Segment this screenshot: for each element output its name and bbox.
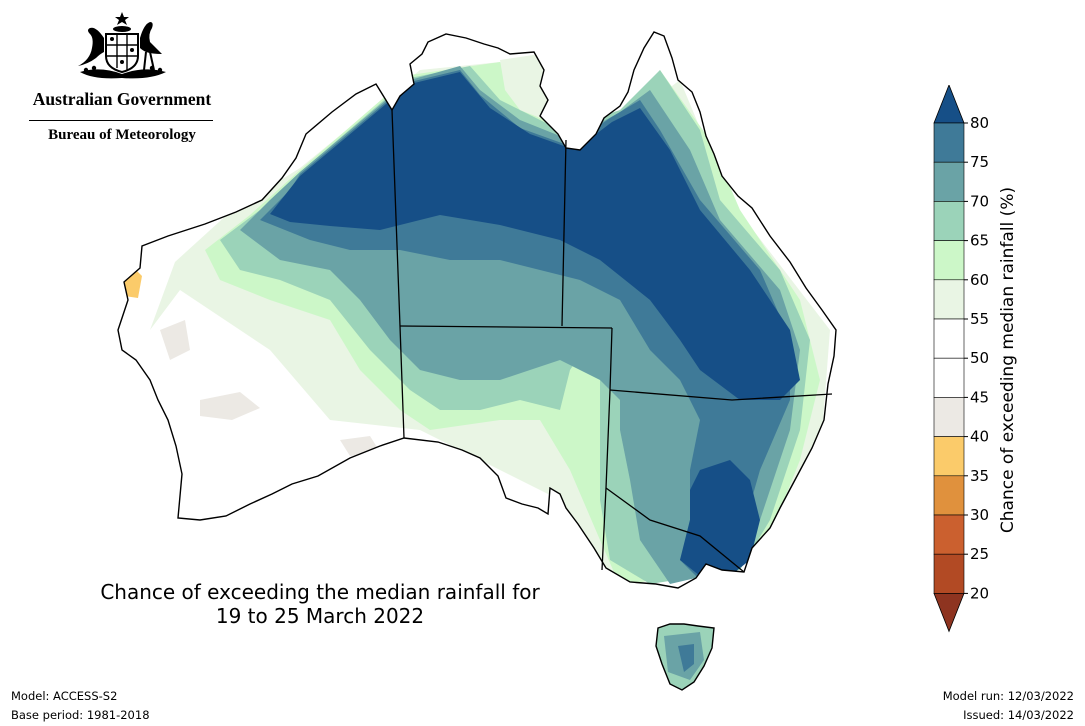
coat-of-arms-icon [78, 12, 166, 79]
rainfall-outlook-map [117, 31, 837, 691]
colorbar-tick-label: 35 [970, 467, 989, 485]
state-borders [391, 109, 833, 573]
colorbar-bin [933, 279, 965, 320]
colorbar-bin [933, 553, 965, 594]
caption-line-1: Chance of exceeding the median rainfall … [100, 580, 540, 604]
colorbar-title: Chance of exceeding median rainfall (%) [998, 186, 1018, 534]
colorbar-bin [933, 122, 965, 163]
colorbar-tick-label: 60 [970, 271, 989, 289]
colorbar-bin [933, 357, 965, 398]
mainland-shading [118, 32, 836, 588]
colorbar-tick-label: 25 [970, 545, 989, 563]
logo-divider [29, 120, 213, 121]
base-period: Base period: 1981-2018 [11, 708, 150, 722]
map-caption: Chance of exceeding the median rainfall … [80, 580, 560, 628]
government-name: Australian Government [32, 89, 212, 109]
colorbar-bin [933, 475, 965, 516]
bureau-name: Bureau of Meteorology [48, 127, 196, 143]
footer-right: Model run: 12/03/2022 Issued: 14/03/2022 [943, 687, 1074, 725]
colorbar-tick-label: 20 [970, 584, 989, 602]
colorbar-bin [933, 514, 965, 555]
footer-left: Model: ACCESS-S2 Base period: 1981-2018 [11, 687, 150, 725]
issued-date: Issued: 14/03/2022 [963, 708, 1074, 722]
model-run-date: Model run: 12/03/2022 [942, 689, 1074, 703]
colorbar-bin [933, 397, 965, 437]
colorbar-bin [933, 436, 965, 477]
colorbar-tick-label: 40 [970, 428, 989, 446]
colorbar-bin [933, 240, 965, 281]
colorbar-bin [933, 161, 965, 202]
caption-line-2: 19 to 25 March 2022 [215, 604, 425, 628]
colorbar: 80 75 70 65 60 55 50 45 40 35 30 25 20 [933, 85, 989, 633]
colorbar-tick-label: 80 [970, 114, 989, 132]
colorbar-tick-label: 70 [970, 192, 989, 210]
colorbar-bin [933, 201, 965, 241]
colorbar-tick-label: 30 [970, 506, 989, 524]
colorbar-arrow-bottom [933, 592, 965, 633]
colorbar-tick-label: 50 [970, 349, 989, 367]
colorbar-tick-label: 75 [970, 153, 989, 171]
colorbar-tick-label: 65 [970, 232, 989, 250]
model-name: Model: ACCESS-S2 [11, 689, 118, 703]
government-logo: Australian Government Bureau of Meteorol… [22, 8, 222, 143]
colorbar-bin [933, 318, 965, 359]
colorbar-tick-label: 55 [970, 310, 989, 328]
colorbar-tick-label: 45 [970, 388, 989, 406]
tasmania-outline [655, 623, 715, 691]
colorbar-arrow-top [933, 85, 965, 124]
